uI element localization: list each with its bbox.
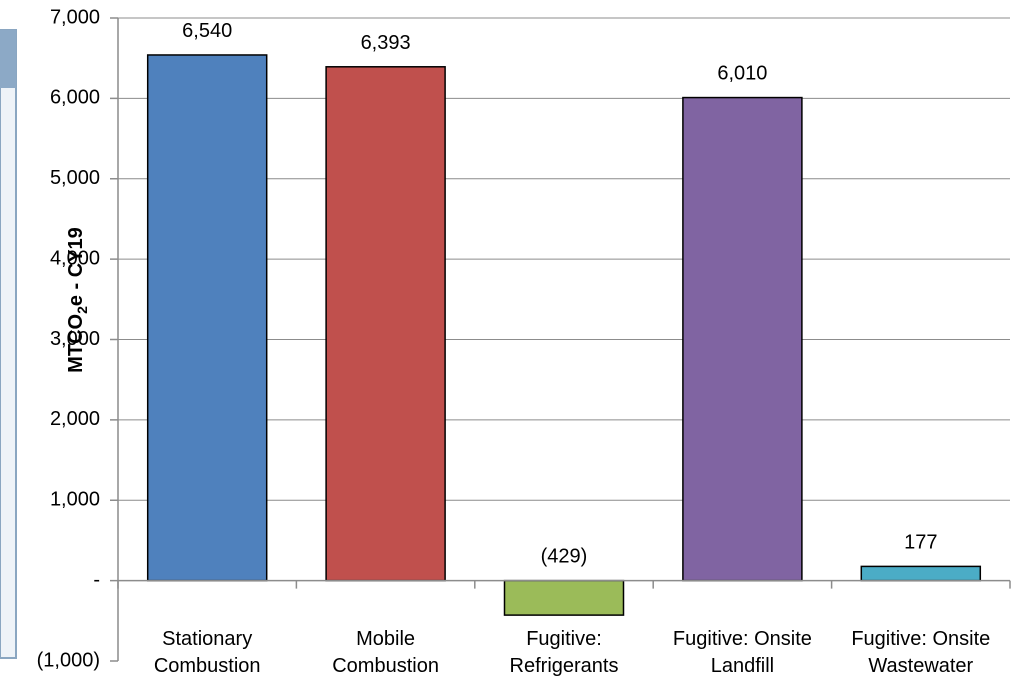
data-label: 6,540 bbox=[182, 20, 232, 42]
axes bbox=[110, 17, 1011, 662]
data-label: 6,010 bbox=[717, 63, 767, 85]
y-tick-label: 2,000 bbox=[50, 408, 100, 430]
y-tick-label: 5,000 bbox=[50, 167, 100, 189]
category-label-line: Refrigerants bbox=[510, 655, 619, 677]
data-label: 177 bbox=[904, 531, 937, 553]
data-label: (429) bbox=[541, 546, 588, 568]
y-tick-label: 4,000 bbox=[50, 247, 100, 269]
data-label: 6,393 bbox=[361, 32, 411, 54]
category-label-line: Combustion bbox=[332, 655, 439, 677]
y-tick-labels: 7,000 6,000 5,000 4,000 3,000 2,000 1,000 - (1,0… bbox=[37, 6, 100, 671]
y-axis-label-suffix: e - CY19 bbox=[65, 227, 87, 306]
category-labels: Stationary Combustion Mobile Combustion Fugi… bbox=[154, 628, 990, 677]
background-decoration bbox=[0, 29, 17, 659]
bar bbox=[682, 96, 803, 582]
category-label: Mobile Combustion bbox=[332, 628, 439, 677]
y-tick-label: 6,000 bbox=[50, 87, 100, 109]
bar bbox=[503, 579, 625, 616]
y-tick-label: 1,000 bbox=[50, 489, 100, 511]
category-label: Fugitive: Refrigerants bbox=[510, 628, 619, 677]
category-label-line: Fugitive: Onsite bbox=[673, 628, 812, 650]
category-label-line: Stationary bbox=[162, 628, 252, 650]
bar bbox=[146, 54, 268, 582]
background-panel-edge bbox=[0, 29, 17, 659]
y-axis-label-prefix: MTCO bbox=[65, 314, 87, 373]
bar bbox=[325, 66, 446, 582]
category-label-line: Fugitive: bbox=[526, 628, 602, 650]
category-label-line: Mobile bbox=[356, 628, 415, 650]
category-label-line: Landfill bbox=[711, 655, 774, 677]
bar bbox=[860, 565, 982, 582]
category-label: Fugitive: Onsite Landfill bbox=[673, 628, 812, 677]
background-panel-header bbox=[0, 30, 16, 88]
category-label: Stationary Combustion bbox=[154, 628, 261, 677]
y-tick-label: 7,000 bbox=[50, 6, 100, 28]
y-axis-label-subscript: 2 bbox=[74, 306, 90, 314]
data-labels: 6,540 6,393 (429) 6,010 177 bbox=[182, 20, 937, 568]
category-label-line: Combustion bbox=[154, 655, 261, 677]
category-label: Fugitive: Onsite Wastewater bbox=[851, 628, 990, 677]
category-label-line: Fugitive: Onsite bbox=[851, 628, 990, 650]
y-axis-label: MTCO2e - CY19 bbox=[65, 227, 89, 373]
category-label-line: Wastewater bbox=[868, 655, 973, 677]
y-tick-label: (1,000) bbox=[37, 649, 100, 671]
y-tick-label: 3,000 bbox=[50, 328, 100, 350]
bars bbox=[146, 54, 982, 616]
y-tick-label: - bbox=[93, 569, 100, 591]
